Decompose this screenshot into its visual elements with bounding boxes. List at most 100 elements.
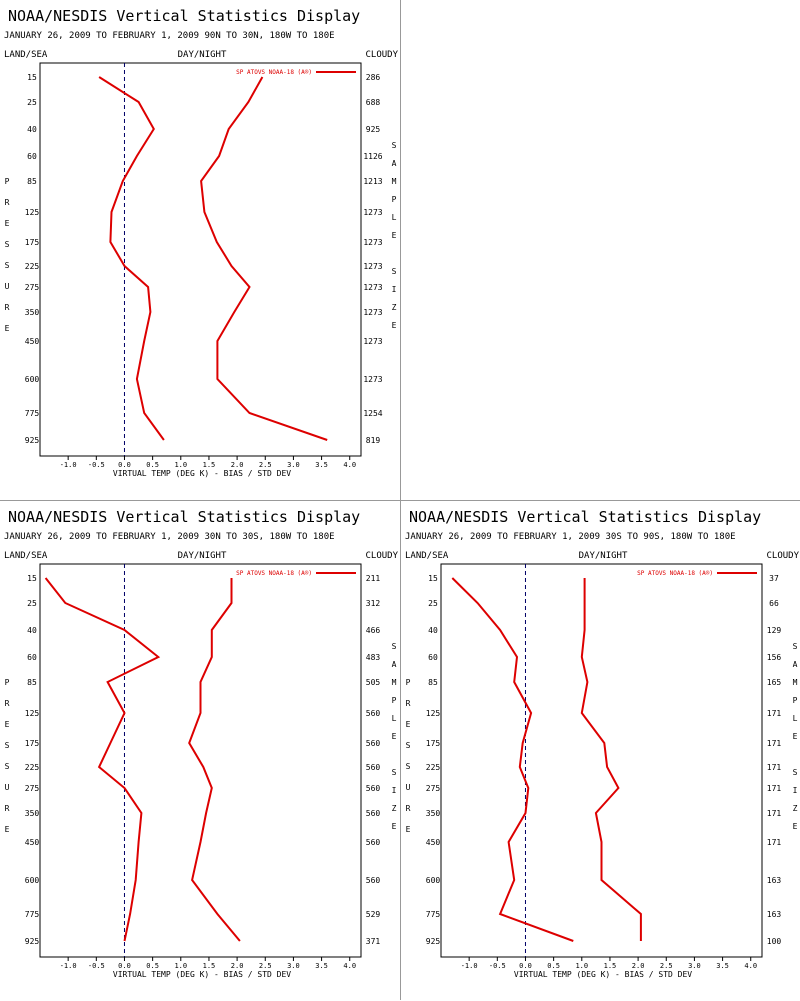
x-tick-label: 0.5 xyxy=(146,962,159,970)
pressure-level-label: 600 xyxy=(25,375,40,384)
ylabel-letter: P xyxy=(406,678,411,687)
chart-subtitle: JANUARY 26, 2009 TO FEBRUARY 1, 2009 90N… xyxy=(4,31,335,41)
x-tick-label: 4.0 xyxy=(343,962,356,970)
header-land-sea: LAND/SEA xyxy=(405,551,449,561)
sample-size-label: 163 xyxy=(767,910,782,919)
sample-size-label: 171 xyxy=(767,784,782,793)
sample-size-label: 66 xyxy=(769,599,779,608)
chart-subtitle: JANUARY 26, 2009 TO FEBRUARY 1, 2009 30N… xyxy=(4,532,335,542)
sample-size-label: 925 xyxy=(366,125,381,134)
sample-size-label: 371 xyxy=(366,937,381,946)
x-tick-label: 1.5 xyxy=(203,461,216,469)
x-tick-label: 0.5 xyxy=(146,461,159,469)
pressure-level-label: 125 xyxy=(25,208,40,217)
pressure-level-label: 275 xyxy=(25,283,40,292)
pressure-level-label: 25 xyxy=(428,599,438,608)
right-label-letter: S xyxy=(392,768,397,777)
pressure-level-label: 15 xyxy=(27,73,37,82)
pressure-level-label: 450 xyxy=(426,838,441,847)
header-day-night: DAY/NIGHT xyxy=(178,50,227,60)
x-tick-label: 2.0 xyxy=(231,962,244,970)
series-line-bias xyxy=(44,577,161,942)
pressure-level-label: 40 xyxy=(428,626,438,635)
sample-size-label: 560 xyxy=(366,763,381,772)
x-tick-label: 1.0 xyxy=(174,962,187,970)
chart-title: NOAA/NESDIS Vertical Statistics Display xyxy=(8,508,360,526)
right-label-letter: S xyxy=(793,768,798,777)
pressure-level-label: 15 xyxy=(428,574,438,583)
x-tick-label: -0.5 xyxy=(88,962,105,970)
chart-title: NOAA/NESDIS Vertical Statistics Display xyxy=(409,508,761,526)
x-tick-label: 2.5 xyxy=(660,962,673,970)
right-label-letter: A xyxy=(392,159,397,168)
x-tick-label: 3.5 xyxy=(315,962,328,970)
right-label-letter: E xyxy=(392,732,397,741)
series-line-std-dev xyxy=(188,578,241,942)
ylabel-letter: E xyxy=(5,825,10,834)
pressure-level-label: 775 xyxy=(25,409,40,418)
sample-size-label: 560 xyxy=(366,709,381,718)
x-tick-label: 1.5 xyxy=(203,962,216,970)
x-tick-label: -1.0 xyxy=(60,461,77,469)
pressure-level-label: 175 xyxy=(426,739,441,748)
x-tick-label: 1.0 xyxy=(575,962,588,970)
right-label-letter: E xyxy=(392,321,397,330)
x-tick-label: 3.0 xyxy=(688,962,701,970)
pressure-level-label: 350 xyxy=(25,308,40,317)
header-cloudy: CLOUDY xyxy=(766,551,799,561)
ylabel-letter: E xyxy=(406,825,411,834)
ylabel-letter: S xyxy=(406,762,411,771)
sample-size-label: 286 xyxy=(366,73,381,82)
right-label-letter: S xyxy=(793,642,798,651)
right-label-letter: A xyxy=(793,660,798,669)
sample-size-label: 171 xyxy=(767,838,782,847)
right-label-letter: P xyxy=(392,696,397,705)
right-label-letter: E xyxy=(392,822,397,831)
pressure-level-label: 60 xyxy=(428,653,438,662)
sample-size-label: 1273 xyxy=(363,238,382,247)
pressure-level-label: 775 xyxy=(25,910,40,919)
ylabel-letter: S xyxy=(5,240,10,249)
ylabel-letter: E xyxy=(5,324,10,333)
right-label-letter: A xyxy=(392,660,397,669)
header-cloudy: CLOUDY xyxy=(365,50,398,60)
pressure-level-label: 275 xyxy=(25,784,40,793)
header-land-sea: LAND/SEA xyxy=(4,50,48,60)
ylabel-letter: E xyxy=(5,219,10,228)
chart-subtitle: JANUARY 26, 2009 TO FEBRUARY 1, 2009 30S… xyxy=(405,532,736,542)
sample-size-label: 505 xyxy=(366,678,381,687)
vertical-stats-chart: NOAA/NESDIS Vertical Statistics Display J… xyxy=(4,7,399,478)
sample-size-label: 1273 xyxy=(363,308,382,317)
vertical-stats-chart: NOAA/NESDIS Vertical Statistics Display J… xyxy=(405,508,800,979)
x-tick-label: 0.0 xyxy=(118,962,131,970)
pressure-level-label: 775 xyxy=(426,910,441,919)
sample-size-label: 37 xyxy=(769,574,779,583)
ylabel-letter: U xyxy=(5,282,10,291)
right-label-letter: L xyxy=(392,714,397,723)
right-label-letter: Z xyxy=(392,804,397,813)
ylabel-letter: S xyxy=(5,762,10,771)
chart-panel-90n-30n: NOAA/NESDIS Vertical Statistics Display J… xyxy=(0,0,400,500)
ylabel-letter: S xyxy=(5,741,10,750)
x-tick-label: -0.5 xyxy=(489,962,506,970)
ylabel-letter: U xyxy=(5,783,10,792)
pressure-level-label: 450 xyxy=(25,337,40,346)
sample-size-label: 211 xyxy=(366,574,381,583)
sample-size-label: 312 xyxy=(366,599,381,608)
x-tick-label: 4.0 xyxy=(343,461,356,469)
panel-separator-horizontal xyxy=(0,500,800,501)
header-land-sea: LAND/SEA xyxy=(4,551,48,561)
x-tick-label: 0.0 xyxy=(118,461,131,469)
right-label-letter: E xyxy=(392,231,397,240)
x-tick-label: 3.0 xyxy=(287,461,300,469)
sample-size-label: 560 xyxy=(366,809,381,818)
pressure-level-label: 925 xyxy=(25,937,40,946)
sample-size-label: 1213 xyxy=(363,177,382,186)
sample-size-label: 1273 xyxy=(363,337,382,346)
legend-label: SP ATOVS NOAA-18 (A®) xyxy=(236,570,312,577)
sample-size-label: 466 xyxy=(366,626,381,635)
pressure-level-label: 25 xyxy=(27,98,37,107)
ylabel-letter: E xyxy=(5,720,10,729)
sample-size-label: 171 xyxy=(767,709,782,718)
pressure-level-label: 600 xyxy=(25,876,40,885)
